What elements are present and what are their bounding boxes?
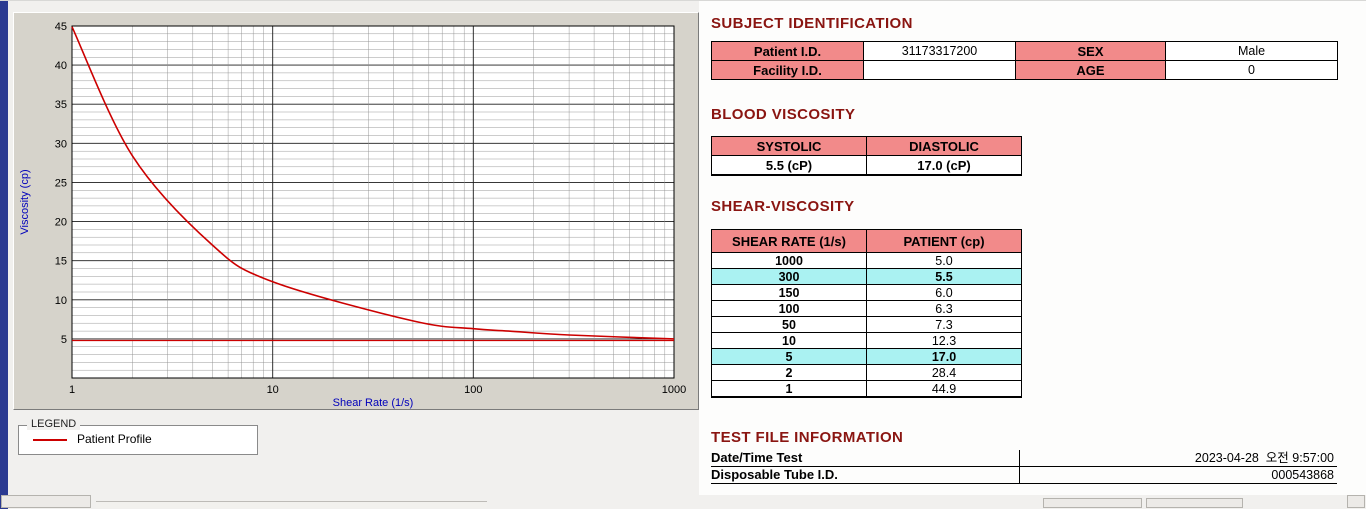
left-accent-bar — [0, 1, 8, 509]
bottom-bar-fragment[interactable] — [1146, 498, 1243, 508]
svg-text:1000: 1000 — [662, 384, 686, 396]
shear-rate-cell: 10 — [711, 332, 867, 349]
bottom-bar-fragment[interactable] — [1347, 495, 1365, 508]
test-file-label-tube-id: Disposable Tube I.D. — [711, 467, 838, 482]
shear-patient-cell: 5.5 — [866, 268, 1022, 285]
shear-viscosity-table: SHEAR RATE (1/s) PATIENT (cp) 1000 5.0 300… — [711, 229, 1022, 398]
test-file-value-datetime: 2023-04-28 오전 9:57:00 — [1019, 450, 1337, 466]
section-title-blood: BLOOD VISCOSITY — [711, 106, 856, 123]
test-file-value-tube-id: 000543868 — [1019, 467, 1337, 483]
blood-value-diastolic: 17.0 (cP) — [866, 155, 1022, 176]
svg-text:30: 30 — [55, 138, 67, 150]
svg-text:20: 20 — [55, 217, 67, 229]
shear-header-rate: SHEAR RATE (1/s) — [711, 229, 867, 253]
shear-rate-cell: 1000 — [711, 252, 867, 269]
table-row: SHEAR RATE (1/s) PATIENT (cp) — [711, 229, 1022, 253]
shear-row: 10 12.3 — [711, 332, 1022, 349]
blood-viscosity-table: SYSTOLIC DIASTOLIC 5.5 (cP) 17.0 (cP) — [711, 136, 1022, 176]
subject-table: Patient I.D. 31173317200 SEX Male Facili… — [711, 41, 1338, 80]
svg-text:Viscosity (cp): Viscosity (cp) — [19, 169, 31, 234]
shear-rate-cell: 300 — [711, 268, 867, 285]
shear-patient-cell: 17.0 — [866, 348, 1022, 365]
shear-row: 100 6.3 — [711, 300, 1022, 317]
test-file-row-tube-id: Disposable Tube I.D. 000543868 — [711, 467, 1337, 484]
report-pane: SUBJECT IDENTIFICATION Patient I.D. 3117… — [699, 1, 1366, 495]
shear-rate-cell: 5 — [711, 348, 867, 365]
table-row: Facility I.D. AGE 0 — [711, 60, 1338, 80]
shear-row: 1 44.9 — [711, 380, 1022, 398]
shear-rate-cell: 1 — [711, 380, 867, 398]
shear-rate-cell: 150 — [711, 284, 867, 301]
value-facility-id — [863, 60, 1016, 80]
svg-text:45: 45 — [55, 21, 67, 33]
shear-patient-cell: 6.0 — [866, 284, 1022, 301]
shear-patient-cell: 6.3 — [866, 300, 1022, 317]
shear-patient-cell: 12.3 — [866, 332, 1022, 349]
chart-legend: LEGEND Patient Profile — [18, 418, 258, 455]
shear-row: 1000 5.0 — [711, 252, 1022, 269]
bottom-bar-fragment[interactable] — [1, 495, 91, 508]
svg-text:40: 40 — [55, 60, 67, 72]
svg-text:1: 1 — [69, 384, 75, 396]
shear-rate-cell: 50 — [711, 316, 867, 333]
shear-row: 150 6.0 — [711, 284, 1022, 301]
blood-header-diastolic: DIASTOLIC — [866, 136, 1022, 156]
legend-title: LEGEND — [27, 418, 81, 430]
legend-line-sample — [33, 439, 67, 441]
svg-text:5: 5 — [61, 334, 67, 346]
section-title-shear: SHEAR-VISCOSITY — [711, 198, 855, 215]
legend-series-label: Patient Profile — [77, 432, 152, 446]
label-sex: SEX — [1015, 41, 1166, 61]
table-row: Patient I.D. 31173317200 SEX Male — [711, 41, 1338, 61]
viscosity-chart: 5 10 15 20 25 30 35 40 45 1 10 100 1000 Shear Rate (1… — [19, 21, 686, 409]
shear-rate-cell: 2 — [711, 364, 867, 381]
shear-patient-cell: 28.4 — [866, 364, 1022, 381]
table-row: SYSTOLIC DIASTOLIC — [711, 136, 1022, 156]
svg-text:35: 35 — [55, 99, 67, 111]
svg-text:15: 15 — [55, 256, 67, 268]
svg-text:10: 10 — [267, 384, 279, 396]
shear-header-patient: PATIENT (cp) — [866, 229, 1022, 253]
value-sex: Male — [1165, 41, 1338, 61]
label-facility-id: Facility I.D. — [711, 60, 864, 80]
test-file-row-datetime: Date/Time Test 2023-04-28 오전 9:57:00 — [711, 450, 1337, 467]
shear-patient-cell: 44.9 — [866, 380, 1022, 398]
shear-row: 50 7.3 — [711, 316, 1022, 333]
shear-row: 5 17.0 — [711, 348, 1022, 365]
svg-text:100: 100 — [464, 384, 482, 396]
test-file-label-datetime: Date/Time Test — [711, 450, 803, 465]
blood-header-systolic: SYSTOLIC — [711, 136, 867, 156]
section-title-subject: SUBJECT IDENTIFICATION — [711, 15, 913, 32]
table-row: 5.5 (cP) 17.0 (cP) — [711, 155, 1022, 176]
bottom-bar-fragment[interactable] — [96, 501, 487, 508]
value-age: 0 — [1165, 60, 1338, 80]
svg-text:10: 10 — [55, 295, 67, 307]
label-patient-id: Patient I.D. — [711, 41, 864, 61]
blood-value-systolic: 5.5 (cP) — [711, 155, 867, 176]
label-age: AGE — [1015, 60, 1166, 80]
value-patient-id: 31173317200 — [863, 41, 1016, 61]
shear-rate-cell: 100 — [711, 300, 867, 317]
bottom-bar-fragment[interactable] — [1043, 498, 1142, 508]
svg-text:25: 25 — [55, 177, 67, 189]
shear-row: 300 5.5 — [711, 268, 1022, 285]
chart-panel: 5 10 15 20 25 30 35 40 45 1 10 100 1000 Shear Rate (1… — [13, 12, 699, 410]
section-title-test-file: TEST FILE INFORMATION — [711, 429, 904, 446]
svg-text:Shear Rate (1/s): Shear Rate (1/s) — [333, 397, 414, 409]
shear-patient-cell: 7.3 — [866, 316, 1022, 333]
shear-patient-cell: 5.0 — [866, 252, 1022, 269]
shear-row: 2 28.4 — [711, 364, 1022, 381]
